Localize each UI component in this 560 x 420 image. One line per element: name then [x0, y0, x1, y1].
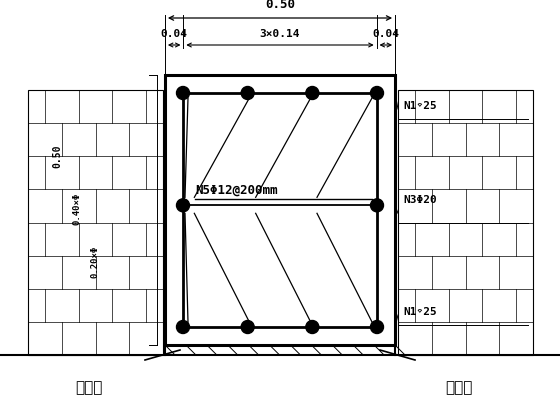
Circle shape: [371, 199, 384, 212]
Bar: [165, 75, 395, 345]
Text: 0.50: 0.50: [52, 144, 62, 168]
Text: 0.04: 0.04: [372, 29, 399, 39]
Circle shape: [306, 320, 319, 333]
Text: 3×0.14: 3×0.14: [260, 29, 300, 39]
Text: 挡土墙: 挡土墙: [75, 380, 102, 395]
Text: N5Φ12@200mm: N5Φ12@200mm: [195, 184, 278, 197]
Text: 挡土墙: 挡土墙: [445, 380, 473, 395]
Bar: [28, 90, 163, 355]
Text: 0.04: 0.04: [161, 29, 188, 39]
Text: 0.20×Φ: 0.20×Φ: [91, 246, 100, 278]
Circle shape: [371, 320, 384, 333]
Circle shape: [241, 320, 254, 333]
Text: N1⌔25: N1⌔25: [403, 101, 437, 111]
Text: N1⌔25: N1⌔25: [403, 307, 437, 317]
Circle shape: [176, 199, 189, 212]
Circle shape: [241, 87, 254, 100]
Circle shape: [176, 320, 189, 333]
Bar: [398, 90, 533, 355]
Bar: [183, 93, 377, 327]
Text: N3Φ20: N3Φ20: [403, 195, 437, 205]
Circle shape: [371, 87, 384, 100]
Text: 0.50: 0.50: [265, 0, 295, 11]
Circle shape: [176, 87, 189, 100]
Text: 0.40×Φ: 0.40×Φ: [73, 193, 82, 226]
Circle shape: [306, 87, 319, 100]
